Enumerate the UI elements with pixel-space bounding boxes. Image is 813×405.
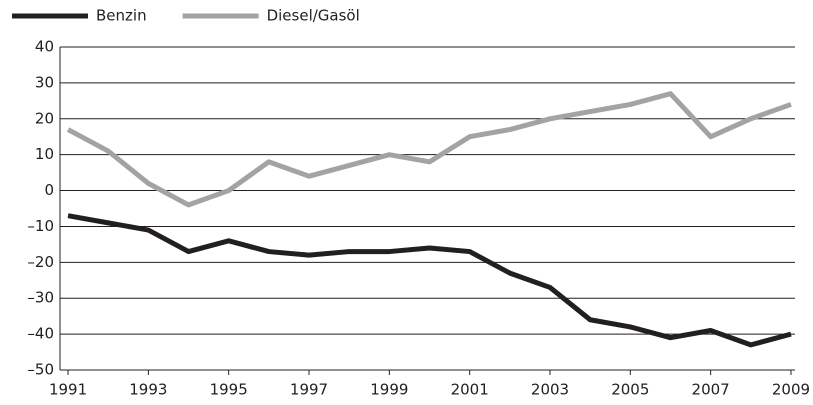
legend-label: Diesel/Gasöl xyxy=(267,7,360,25)
x-tick-label: 1991 xyxy=(49,381,87,399)
x-tick-label: 1995 xyxy=(210,381,248,399)
y-tick-label: 10 xyxy=(35,145,54,163)
x-tick-label: 2001 xyxy=(451,381,489,399)
y-tick-label: –30 xyxy=(27,289,54,307)
y-tick-label: –10 xyxy=(27,217,54,235)
x-tick-label: 1993 xyxy=(129,381,167,399)
y-tick-label: –50 xyxy=(27,361,54,379)
x-tick-label: 1997 xyxy=(290,381,328,399)
line xyxy=(67,213,792,348)
legend-label: Benzin xyxy=(96,7,147,25)
x-tick-label: 2003 xyxy=(531,381,569,399)
x-tick-label: 1999 xyxy=(370,381,408,399)
y-tick-label: –20 xyxy=(27,253,54,271)
x-tick-label: 2005 xyxy=(611,381,649,399)
x-tick-label: 2009 xyxy=(772,381,810,399)
y-tick-label: 20 xyxy=(35,109,54,127)
y-tick-label: 30 xyxy=(35,73,54,91)
y-tick-label: 0 xyxy=(44,181,54,199)
y-tick-label: 40 xyxy=(35,38,54,56)
y-tick-label: –40 xyxy=(27,325,54,343)
line xyxy=(66,91,792,208)
x-tick-label: 2007 xyxy=(692,381,730,399)
